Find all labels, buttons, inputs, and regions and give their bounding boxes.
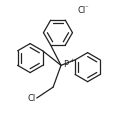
Text: ⁻: ⁻ <box>85 5 88 11</box>
Text: Cl: Cl <box>77 6 86 15</box>
Text: P: P <box>63 60 69 69</box>
Text: +: + <box>69 58 74 63</box>
Text: Cl: Cl <box>27 94 36 102</box>
